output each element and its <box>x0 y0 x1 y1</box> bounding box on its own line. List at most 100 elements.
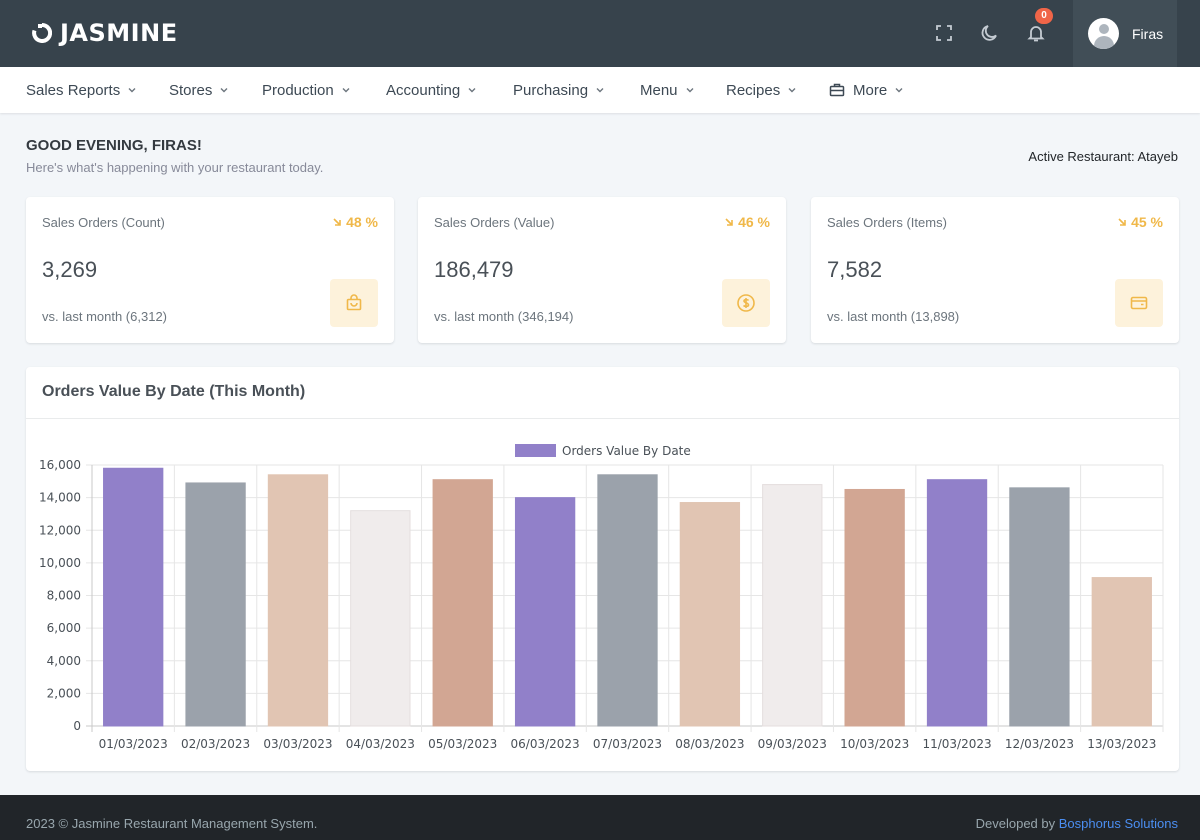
chevron-down-icon <box>788 88 796 93</box>
y-tick-label: 8,000 <box>47 589 81 603</box>
chart-title: Orders Value By Date (This Month) <box>42 383 306 400</box>
x-tick-label: 02/03/2023 <box>181 737 250 751</box>
chart-bar[interactable] <box>185 482 246 727</box>
chart-bar[interactable] <box>267 474 329 727</box>
footer: 2023 © Jasmine Restaurant Management Sys… <box>0 795 1200 840</box>
stat-percent-value: 48 % <box>346 214 378 230</box>
nav-item-more[interactable]: More <box>829 67 903 113</box>
main-nav: Sales Reports Stores Production Accounti… <box>0 67 1200 113</box>
chart-legend[interactable]: Orders Value By Date <box>515 444 691 458</box>
stat-title: Sales Orders (Items) <box>827 215 947 230</box>
footer-credit-prefix: Developed by <box>975 816 1056 831</box>
chevron-down-icon <box>895 88 903 93</box>
stat-percent: 48 % <box>332 214 378 230</box>
chart-header: Orders Value By Date (This Month) <box>26 367 1179 419</box>
legend-swatch <box>515 444 556 457</box>
y-tick-label: 0 <box>73 719 81 733</box>
notifications-button[interactable]: 0 <box>1023 8 1053 46</box>
chart-bar[interactable] <box>432 479 493 727</box>
nav-label: Production <box>262 81 334 99</box>
chart-bar[interactable] <box>679 502 741 727</box>
x-tick-label: 08/03/2023 <box>675 737 744 751</box>
logo-text: JASMINE <box>60 19 178 47</box>
chart-bar[interactable] <box>1009 487 1070 727</box>
stat-comparison: vs. last month (346,194) <box>434 309 574 324</box>
arrow-down-right-icon <box>1118 218 1126 226</box>
greeting-subtitle: Here's what's happening with your restau… <box>26 160 324 175</box>
chart-x-axis: 01/03/2023 02/03/2023 03/03/2023 04/03/2023… <box>99 737 1157 751</box>
briefcase-icon <box>829 83 845 97</box>
shopping-bag-icon <box>330 279 378 327</box>
dark-mode-moon-icon[interactable] <box>977 20 1003 46</box>
x-tick-label: 13/03/2023 <box>1087 737 1156 751</box>
arrow-down-right-icon <box>725 218 733 226</box>
nav-label: More <box>853 81 888 99</box>
chart-bar[interactable] <box>926 479 988 727</box>
nav-label: Accounting <box>386 81 461 99</box>
chart-bar[interactable] <box>597 474 658 727</box>
nav-item-menu[interactable]: Menu <box>640 67 694 113</box>
chart-bar[interactable] <box>1091 577 1152 727</box>
stat-value: 7,582 <box>827 257 883 282</box>
nav-label: Purchasing <box>513 81 589 99</box>
logo[interactable]: JASMINE <box>32 18 178 48</box>
avatar <box>1088 18 1119 49</box>
stat-comparison: vs. last month (13,898) <box>827 309 960 324</box>
chevron-down-icon <box>128 88 136 93</box>
nav-label: Menu <box>640 81 678 99</box>
chevron-down-icon <box>220 88 228 93</box>
fullscreen-icon[interactable] <box>931 20 957 46</box>
stat-value: 3,269 <box>42 257 98 282</box>
nav-item-recipes[interactable]: Recipes <box>726 67 796 113</box>
nav-item-sales-reports[interactable]: Sales Reports <box>26 67 136 113</box>
stat-percent-value: 46 % <box>738 214 770 230</box>
stat-card-count: Sales Orders (Count) 48 % 3,269 vs. last… <box>26 197 394 343</box>
chart-bar[interactable] <box>103 467 164 727</box>
chevron-down-icon <box>686 88 694 93</box>
chart-y-axis: 0 2,000 4,000 6,000 8,000 10,000 12,000 14,000 1… <box>39 458 81 733</box>
x-tick-label: 11/03/2023 <box>922 737 991 751</box>
nav-item-stores[interactable]: Stores <box>169 67 228 113</box>
x-tick-label: 01/03/2023 <box>99 737 168 751</box>
chevron-down-icon <box>468 88 476 93</box>
y-tick-label: 10,000 <box>39 556 81 570</box>
y-tick-label: 16,000 <box>39 458 81 472</box>
active-restaurant: Active Restaurant: Atayeb <box>1028 149 1178 164</box>
nav-label: Stores <box>169 81 213 99</box>
y-tick-label: 12,000 <box>39 523 81 537</box>
arrow-down-right-icon <box>333 218 341 226</box>
nav-item-purchasing[interactable]: Purchasing <box>513 67 604 113</box>
greeting-title: GOOD EVENING, FIRAS! <box>26 137 202 154</box>
orders-chart-card: Orders Value By Date (This Month) 0 2,000… <box>26 367 1179 771</box>
x-tick-label: 12/03/2023 <box>1005 737 1074 751</box>
chart-bar[interactable] <box>844 488 905 727</box>
developer-link[interactable]: Bosphorus Solutions <box>1058 816 1178 831</box>
stat-title: Sales Orders (Count) <box>42 215 165 230</box>
nav-item-production[interactable]: Production <box>262 67 350 113</box>
nav-item-accounting[interactable]: Accounting <box>386 67 476 113</box>
wallet-icon <box>1115 279 1163 327</box>
stat-percent: 45 % <box>1117 214 1163 230</box>
chevron-down-icon <box>596 88 604 93</box>
y-tick-label: 6,000 <box>47 621 81 635</box>
stat-comparison: vs. last month (6,312) <box>42 309 167 324</box>
chart-bar[interactable] <box>350 510 411 727</box>
x-tick-label: 05/03/2023 <box>428 737 497 751</box>
nav-label: Recipes <box>726 81 781 99</box>
chart-bar[interactable] <box>514 497 576 727</box>
y-tick-label: 2,000 <box>47 686 81 700</box>
logo-icon <box>32 23 52 43</box>
chart-bar[interactable] <box>762 484 823 727</box>
stat-card-items: Sales Orders (Items) 45 % 7,582 vs. last… <box>811 197 1179 343</box>
dollar-coin-icon <box>722 279 770 327</box>
y-tick-label: 4,000 <box>47 654 81 668</box>
nav-label: Sales Reports <box>26 81 121 99</box>
chart-bars <box>103 467 1152 727</box>
stat-percent-value: 45 % <box>1131 214 1163 230</box>
stat-title: Sales Orders (Value) <box>434 215 555 230</box>
user-menu[interactable]: Firas <box>1073 0 1177 67</box>
legend-label: Orders Value By Date <box>562 444 691 458</box>
x-tick-label: 07/03/2023 <box>593 737 662 751</box>
x-tick-label: 10/03/2023 <box>840 737 909 751</box>
footer-credit: Developed by Bosphorus Solutions <box>976 816 1178 831</box>
